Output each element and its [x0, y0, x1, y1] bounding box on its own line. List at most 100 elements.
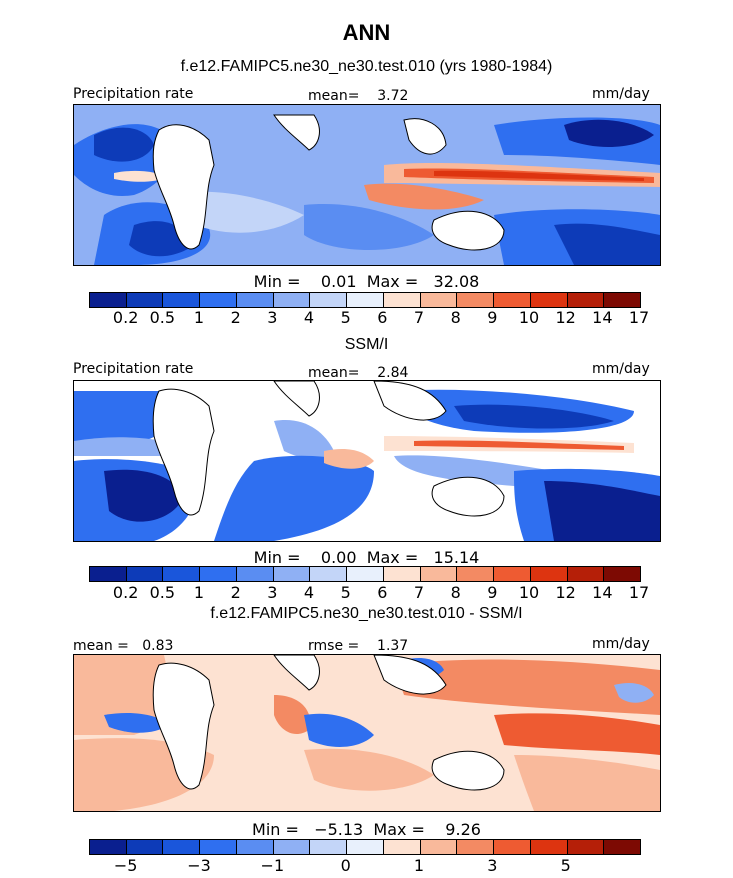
colorbar-tick-label: 7 [413, 583, 425, 602]
season-title: ANN [342, 20, 391, 45]
colorbar-tick-label: 8 [450, 308, 461, 327]
panel-3-units-label: mm/day [592, 636, 650, 652]
colorbar-box [604, 293, 641, 307]
colorbar-box [126, 840, 164, 854]
panel-3-rmse-label: rmse = 1.37 [308, 638, 409, 654]
colorbar-tick-label: 5 [560, 856, 571, 875]
colorbar-box [273, 567, 311, 581]
colorbar-box [604, 840, 641, 854]
colorbar-box [494, 293, 531, 307]
panel-3-minmax: Min = −5.13 Max = 9.26 [252, 820, 481, 839]
panel-2-colorbar-ticks: 0.2 0.5 1 2 3 4 5 6 7 8 9 10 12 14 17 [89, 583, 649, 602]
colorbar-box [200, 567, 237, 581]
colorbar-tick-label: −1 [260, 856, 285, 875]
colorbar-box [457, 567, 495, 581]
colorbar-box [383, 840, 421, 854]
colorbar-box [236, 840, 274, 854]
colorbar-tick-label: 9 [487, 583, 498, 602]
colorbar-tick-label: 4 [303, 308, 315, 327]
colorbar-box [494, 840, 531, 854]
panel-1-map [73, 104, 661, 266]
colorbar-box [604, 567, 641, 581]
colorbar-box [347, 293, 384, 307]
colorbar-box [457, 840, 495, 854]
colorbar-box [236, 567, 274, 581]
colorbar-box [163, 567, 201, 581]
colorbar-box [494, 567, 531, 581]
colorbar-box [347, 840, 384, 854]
colorbar-tick-label: 3 [487, 856, 498, 875]
colorbar-box [126, 293, 164, 307]
colorbar-tick-label: 12 [555, 583, 576, 602]
colorbar-box [273, 293, 311, 307]
panel-1-units-label: mm/day [592, 86, 650, 102]
colorbar-box [200, 293, 237, 307]
colorbar-box [310, 567, 348, 581]
colorbar-box [163, 840, 201, 854]
panel-1-map-field [74, 105, 660, 265]
colorbar-tick-label: 0.5 [149, 583, 176, 602]
colorbar-tick-label: 0.5 [149, 308, 176, 327]
colorbar-box [90, 840, 127, 854]
colorbar-tick-label: 14 [592, 308, 613, 327]
colorbar-box [457, 293, 495, 307]
panel-3-mean-label: mean = 0.83 [73, 638, 174, 654]
colorbar-tick-label: 0.2 [112, 583, 139, 602]
colorbar-tick-label: 1 [193, 583, 205, 602]
colorbar-tick-label: 12 [555, 308, 576, 327]
colorbar-box [420, 293, 458, 307]
panel-3-colorbar-ticks: −5 −3 −1 0 1 3 5 [89, 856, 639, 875]
colorbar-tick-label: −5 [113, 856, 138, 875]
panel-1-minmax: Min = 0.01 Max = 32.08 [253, 272, 480, 291]
colorbar-box [126, 567, 164, 581]
colorbar-tick-label: 8 [450, 583, 461, 602]
colorbar-tick-label: 3 [267, 583, 278, 602]
colorbar-box [90, 567, 127, 581]
colorbar-box [530, 567, 568, 581]
panel-2-colorbar [89, 566, 641, 582]
panel-2-map-field [74, 381, 660, 541]
colorbar-box [383, 567, 421, 581]
colorbar-box [273, 840, 311, 854]
panel-1-colorbar [89, 292, 641, 308]
panel-3-title: f.e12.FAMIPC5.ne30_ne30.test.010 - SSM/I [210, 605, 523, 622]
panel-1-variable-label: Precipitation rate [73, 86, 194, 102]
colorbar-box [236, 293, 274, 307]
colorbar-tick-label: 5 [340, 308, 351, 327]
colorbar-box [567, 567, 605, 581]
colorbar-tick-label: 5 [340, 583, 351, 602]
colorbar-tick-label: 0.2 [112, 308, 139, 327]
colorbar-box [310, 293, 348, 307]
panel-2-variable-label: Precipitation rate [73, 361, 194, 377]
panel-2-minmax: Min = 0.00 Max = 15.14 [253, 548, 480, 567]
panel-3-map [73, 654, 661, 812]
colorbar-tick-label: 1 [193, 308, 205, 327]
panel-3-colorbar [89, 839, 641, 855]
colorbar-box [530, 293, 568, 307]
colorbar-box [420, 567, 458, 581]
colorbar-box [383, 293, 421, 307]
colorbar-tick-label: −3 [187, 856, 211, 875]
colorbar-box [163, 293, 201, 307]
colorbar-tick-label: 10 [518, 583, 540, 602]
panel-2-map [73, 380, 661, 542]
panel-2-mean-label: mean= 2.84 [308, 365, 409, 381]
colorbar-tick-label: 2 [230, 583, 241, 602]
colorbar-tick-label: 2 [230, 308, 241, 327]
panel-1-title: f.e12.FAMIPC5.ne30_ne30.test.010 (yrs 19… [180, 58, 553, 75]
colorbar-tick-label: 14 [592, 583, 613, 602]
colorbar-tick-label: 17 [628, 308, 650, 327]
colorbar-tick-label: 4 [303, 583, 315, 602]
colorbar-box [567, 840, 605, 854]
colorbar-box [567, 293, 605, 307]
colorbar-tick-label: 6 [377, 308, 388, 327]
colorbar-tick-label: 1 [413, 856, 425, 875]
colorbar-box [90, 293, 127, 307]
colorbar-tick-label: 9 [487, 308, 498, 327]
colorbar-box [347, 567, 384, 581]
colorbar-tick-label: 7 [413, 308, 425, 327]
colorbar-tick-label: 17 [628, 583, 650, 602]
panel-1-colorbar-ticks: 0.2 0.5 1 2 3 4 5 6 7 8 9 10 12 14 17 [89, 308, 649, 327]
panel-1-mean-label: mean= 3.72 [308, 88, 409, 104]
panel-2-title: SSM/I [344, 336, 389, 353]
